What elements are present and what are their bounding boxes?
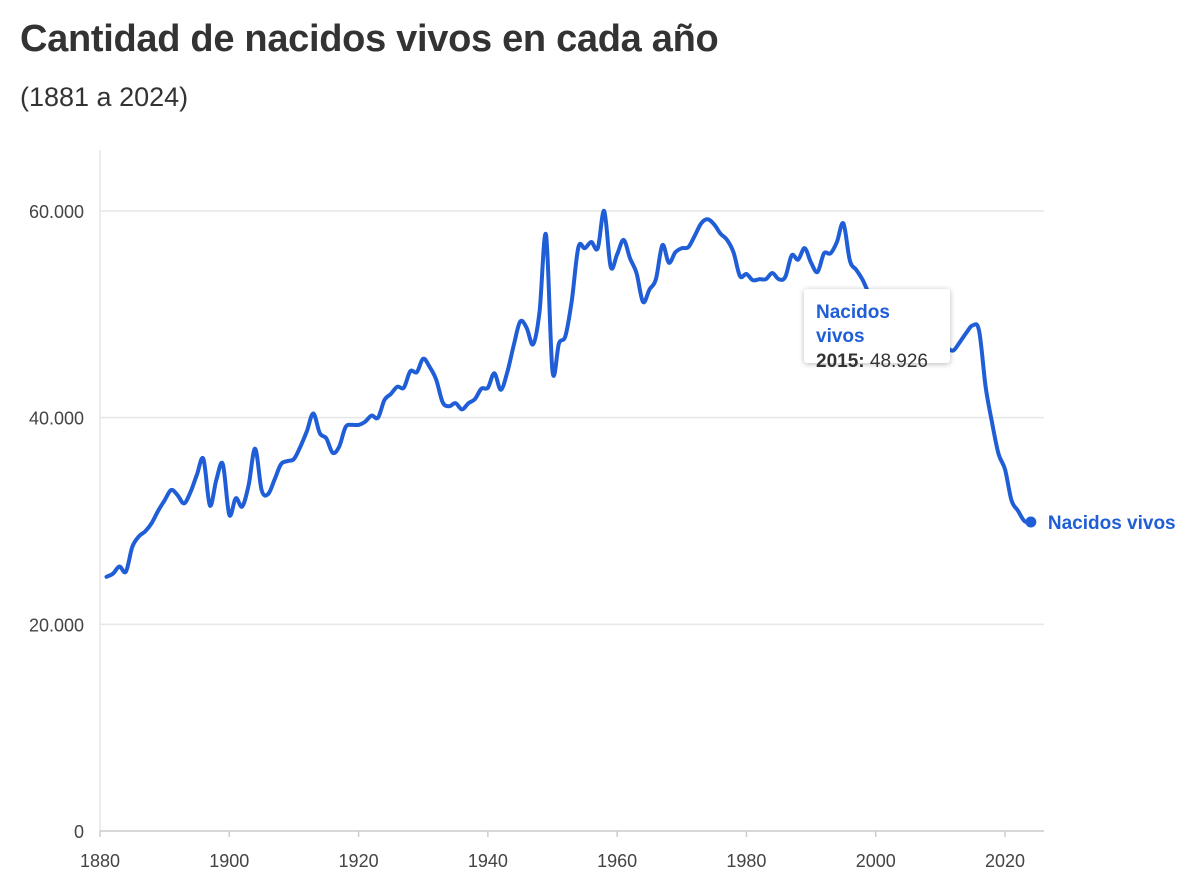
x-tick-label: 2000 [856, 851, 896, 871]
gridlines [100, 210, 1044, 626]
x-tick-label: 1920 [339, 851, 379, 871]
series-line-nacidos-vivos [104, 208, 1033, 579]
x-tick-label: 2020 [985, 851, 1025, 871]
series-end-label: Nacidos vivos [1048, 513, 1176, 534]
chart-title: Cantidad de nacidos vivos en cada año [20, 18, 719, 60]
y-tick-label: 40.000 [29, 409, 84, 429]
tooltip-year: 2015: [816, 351, 865, 372]
data-tooltip: Nacidos vivos 2015: 48.926 [804, 289, 950, 372]
x-tick-label: 1880 [80, 851, 120, 871]
tooltip-value: 48.926 [869, 351, 929, 372]
tooltip-value-line: 2015: 48.926 [816, 349, 938, 375]
y-tick-label: 20.000 [29, 615, 84, 635]
x-tick-label: 1940 [468, 851, 508, 871]
y-tick-label: 0 [74, 822, 84, 842]
tooltip-series-name: Nacidos vivos [816, 302, 890, 347]
x-axis-ticks: 1880 1900 1920 1940 1960 1980 2000 2020 [80, 831, 1025, 871]
series-end-point [1025, 516, 1037, 528]
series-layer: Nacidos vivos [104, 208, 1176, 579]
x-tick-label: 1960 [597, 851, 637, 871]
y-tick-label: 60.000 [29, 202, 84, 222]
x-tick-label: 1900 [209, 851, 249, 871]
y-axis-ticks: 0 20.000 40.000 60.000 [29, 202, 84, 842]
x-tick-label: 1980 [726, 851, 766, 871]
chart-subtitle: (1881 a 2024) [20, 82, 189, 112]
